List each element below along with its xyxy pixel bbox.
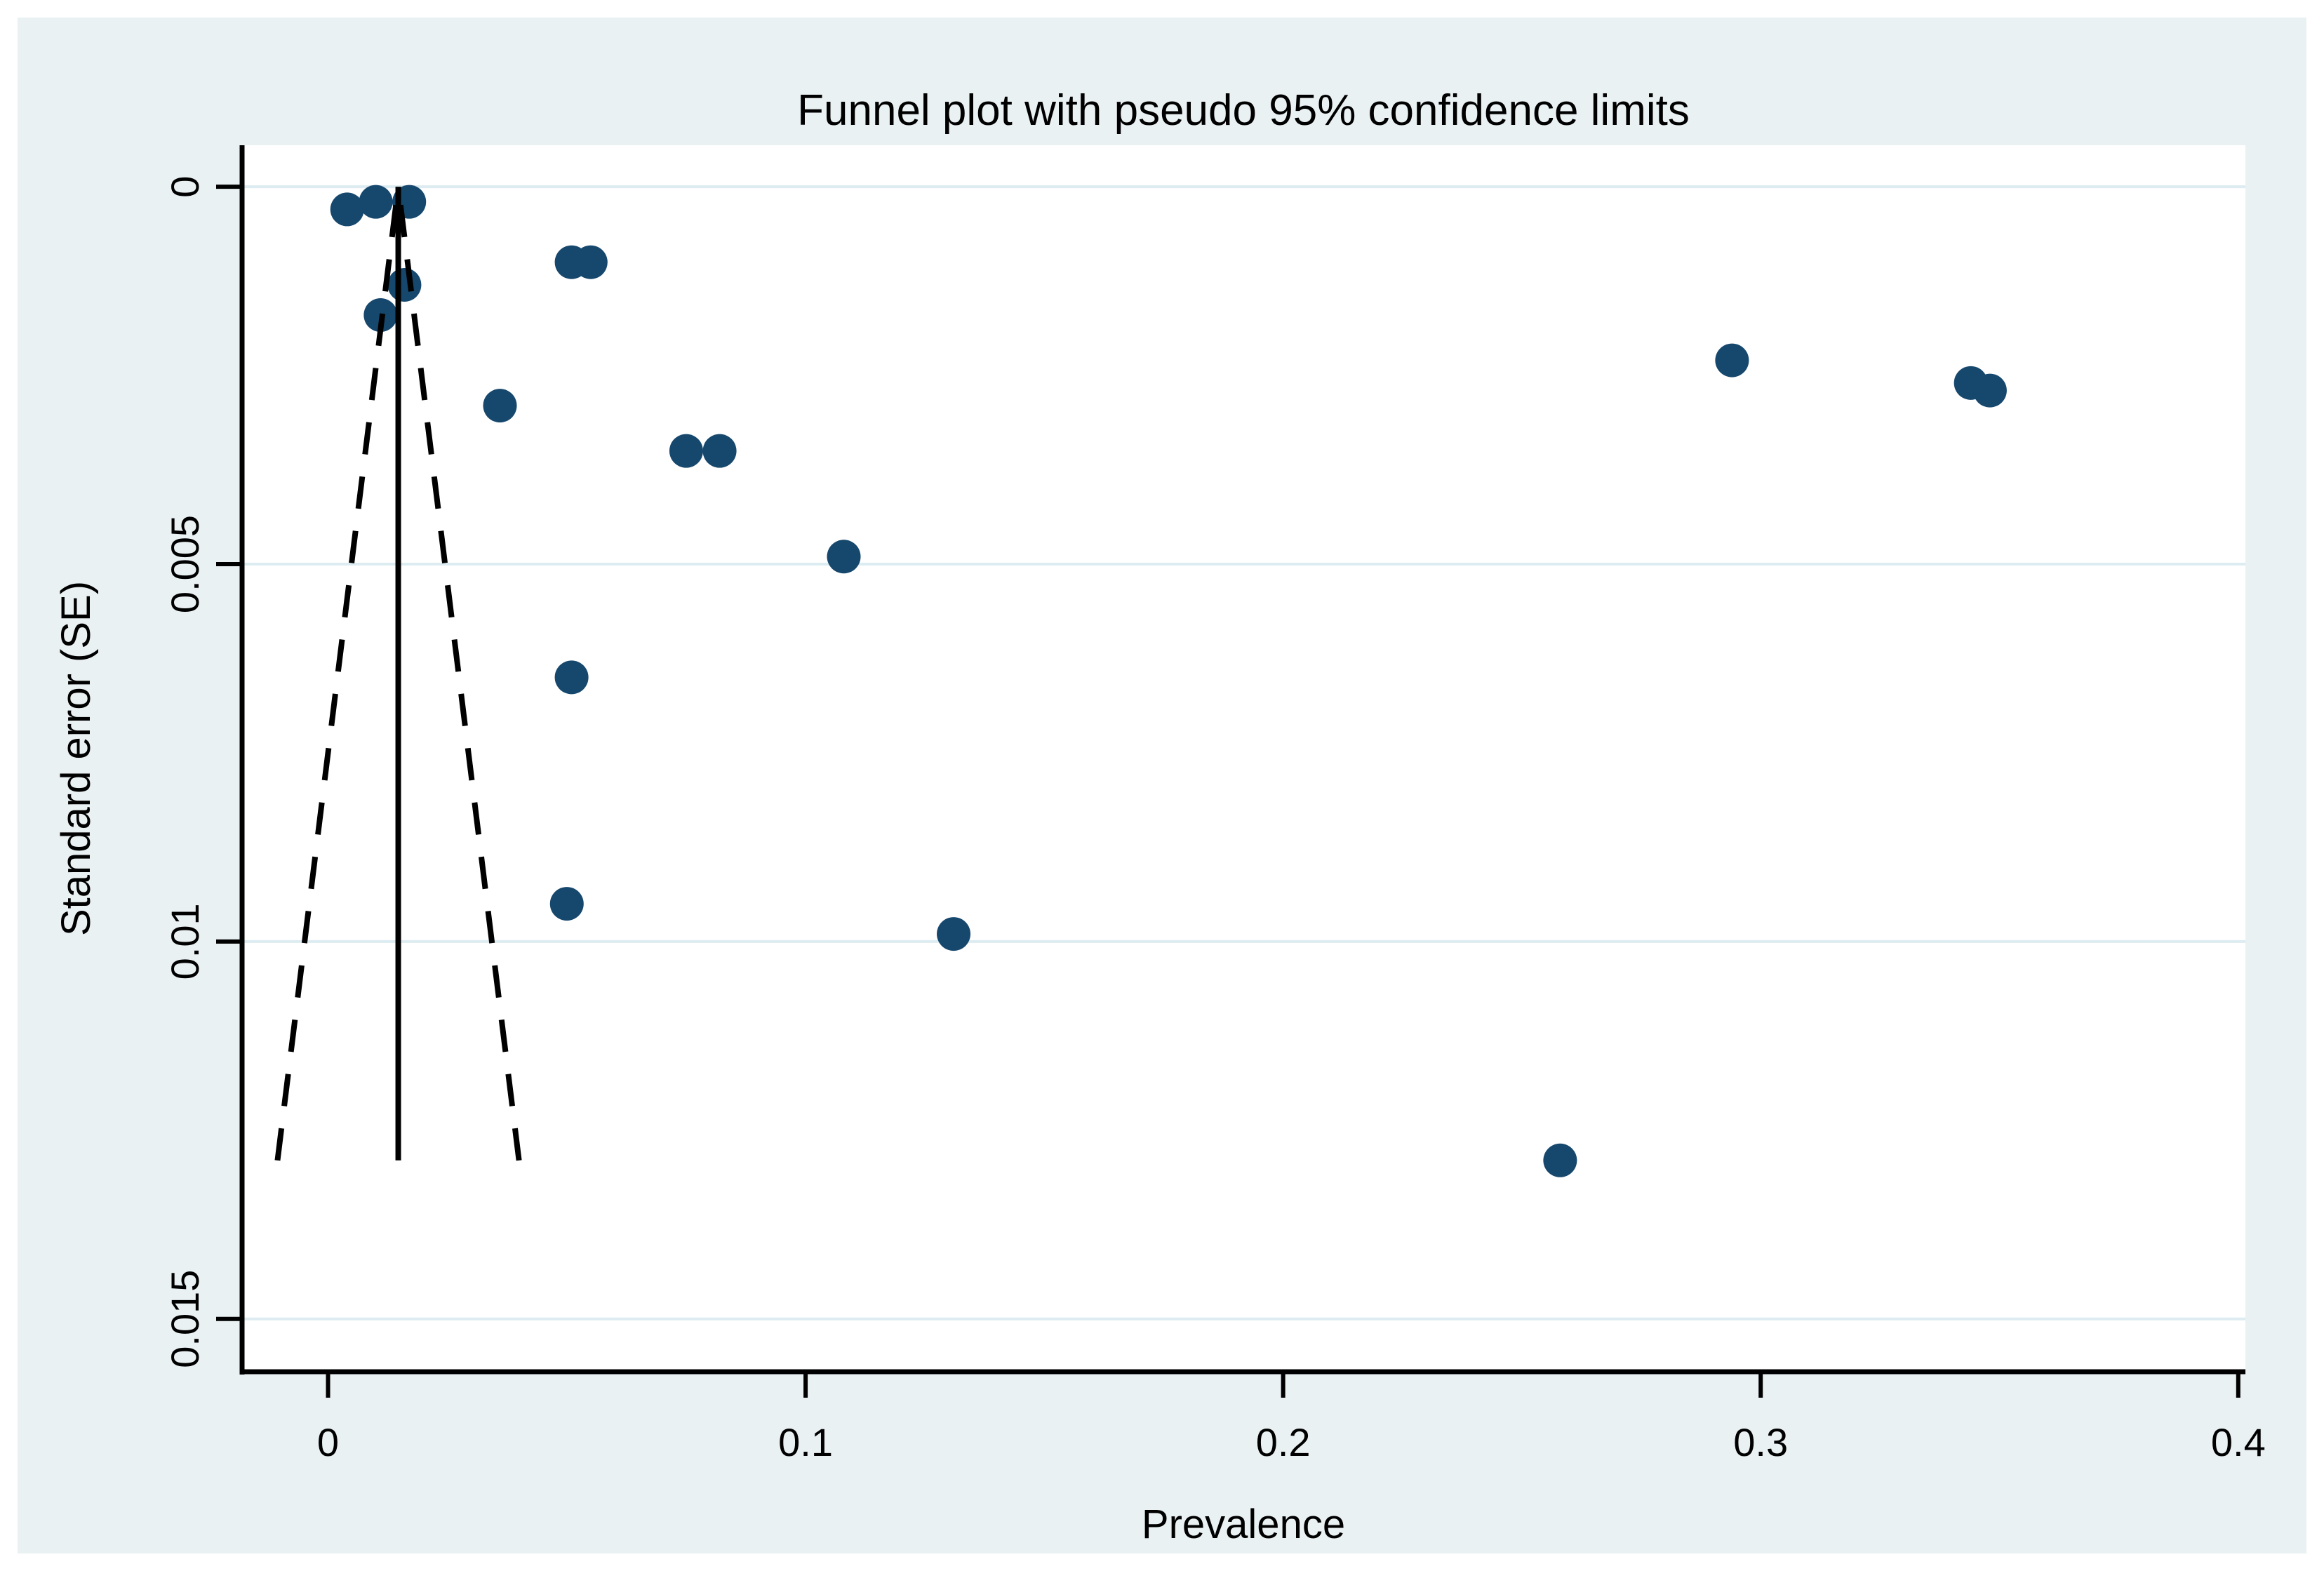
- y-tick-label: 0: [163, 176, 207, 198]
- gridlines-group: [242, 185, 2245, 1321]
- y-axis-label: Standard error (SE): [53, 581, 99, 936]
- x-tick-label: 0: [317, 1420, 339, 1464]
- data-point: [1715, 343, 1749, 377]
- data-point: [702, 434, 737, 468]
- funnel-lines-group: [274, 186, 522, 1161]
- data-point: [359, 185, 393, 219]
- data-point: [669, 434, 703, 468]
- axes-group: [216, 145, 2245, 1398]
- x-tick-label: 0.3: [1733, 1420, 1788, 1464]
- data-point: [554, 660, 589, 695]
- tick-labels-group: 0 0.1 0.2 0.3 0.4 0 0.005 0.01 0.015: [163, 176, 2266, 1464]
- data-point: [549, 887, 584, 921]
- data-point: [573, 245, 608, 279]
- data-point: [330, 192, 364, 227]
- x-tick-label: 0.4: [2211, 1420, 2266, 1464]
- data-point: [483, 389, 517, 423]
- x-tick-label: 0.2: [1256, 1420, 1311, 1464]
- y-tick-label: 0.01: [163, 903, 207, 980]
- data-point: [937, 917, 971, 951]
- data-point: [1543, 1143, 1577, 1177]
- chart-title: Funnel plot with pseudo 95% confidence l…: [797, 86, 1690, 135]
- data-point: [387, 268, 422, 302]
- data-point: [1972, 373, 2007, 408]
- x-tick-label: 0.1: [778, 1420, 833, 1464]
- y-tick-label: 0.015: [163, 1270, 207, 1368]
- plot-region: [242, 145, 2245, 1372]
- data-point: [827, 540, 861, 574]
- y-tick-label: 0.005: [163, 515, 207, 613]
- x-axis-label: Prevalence: [1142, 1502, 1345, 1547]
